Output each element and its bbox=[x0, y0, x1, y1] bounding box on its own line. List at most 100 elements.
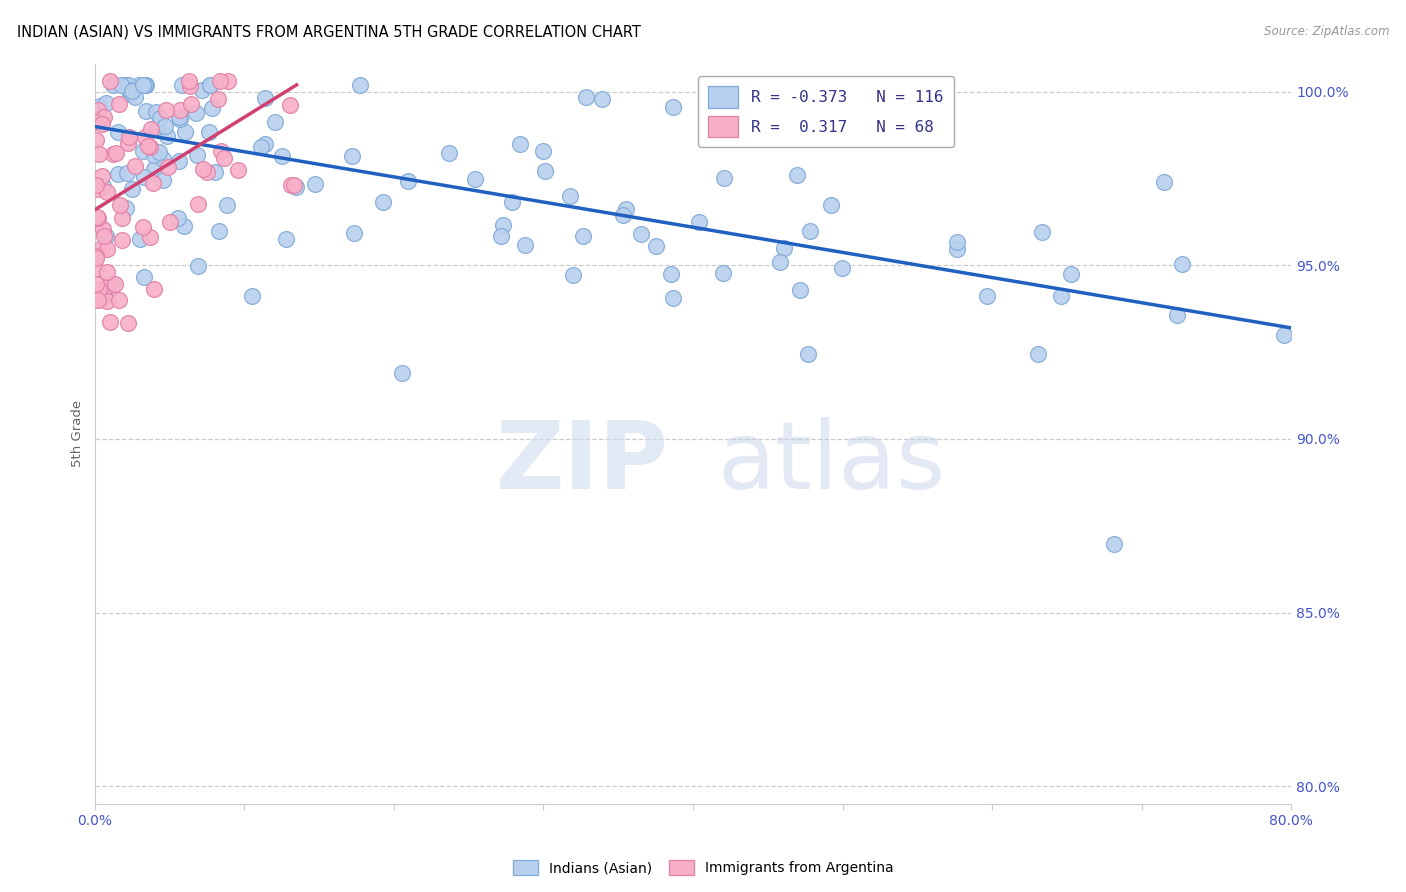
Point bbox=[124, 159, 146, 173]
Point bbox=[340, 149, 363, 163]
Point bbox=[121, 182, 143, 196]
Legend: Indians (Asian), Immigrants from Argentina: Indians (Asian), Immigrants from Argenti… bbox=[508, 855, 898, 880]
Point bbox=[373, 194, 395, 209]
Point bbox=[149, 111, 172, 125]
Point bbox=[396, 174, 419, 188]
Text: INDIAN (ASIAN) VS IMMIGRANTS FROM ARGENTINA 5TH GRADE CORRELATION CHART: INDIAN (ASIAN) VS IMMIGRANTS FROM ARGENT… bbox=[17, 25, 641, 40]
Point bbox=[645, 239, 668, 253]
Point bbox=[142, 177, 165, 191]
Y-axis label: 5th Grade: 5th Grade bbox=[72, 401, 84, 467]
Point bbox=[111, 233, 134, 247]
Point bbox=[799, 224, 821, 238]
Text: ZIP: ZIP bbox=[496, 417, 669, 509]
Point bbox=[135, 103, 157, 118]
Point bbox=[562, 268, 585, 282]
Point bbox=[108, 293, 131, 308]
Point bbox=[591, 92, 613, 106]
Point bbox=[152, 173, 174, 187]
Point bbox=[284, 180, 307, 194]
Point bbox=[491, 218, 513, 232]
Point bbox=[915, 90, 938, 104]
Point bbox=[572, 228, 595, 243]
Point bbox=[187, 260, 209, 274]
Point bbox=[142, 162, 165, 177]
Point bbox=[1166, 308, 1188, 322]
Point bbox=[84, 115, 107, 129]
Point bbox=[115, 165, 138, 179]
Point bbox=[177, 74, 200, 88]
Point bbox=[84, 262, 107, 277]
Point bbox=[118, 87, 141, 102]
Point bbox=[1059, 268, 1081, 282]
Point bbox=[94, 95, 117, 110]
Point bbox=[240, 289, 263, 303]
Point bbox=[132, 219, 155, 234]
Point bbox=[946, 243, 969, 257]
Point bbox=[209, 144, 232, 158]
Point bbox=[101, 277, 124, 292]
Point bbox=[283, 178, 305, 193]
Point bbox=[124, 90, 146, 104]
Point bbox=[98, 315, 121, 329]
Point bbox=[215, 198, 238, 212]
Point bbox=[90, 291, 112, 305]
Point bbox=[278, 98, 301, 112]
Point bbox=[96, 242, 118, 256]
Point bbox=[204, 165, 226, 179]
Point bbox=[145, 105, 167, 120]
Point bbox=[155, 103, 177, 117]
Point bbox=[253, 91, 276, 105]
Point bbox=[114, 78, 136, 92]
Point bbox=[96, 294, 118, 309]
Point bbox=[118, 130, 141, 145]
Point bbox=[87, 211, 110, 225]
Point bbox=[87, 147, 110, 161]
Point bbox=[107, 167, 129, 181]
Point bbox=[84, 277, 107, 291]
Point bbox=[134, 78, 156, 92]
Point bbox=[184, 106, 207, 120]
Point bbox=[533, 164, 555, 178]
Point bbox=[159, 215, 181, 229]
Point bbox=[104, 277, 127, 292]
Point bbox=[274, 231, 297, 245]
Point bbox=[179, 78, 201, 93]
Point bbox=[197, 125, 219, 139]
Point bbox=[107, 125, 129, 139]
Point bbox=[612, 208, 634, 222]
Point bbox=[134, 169, 156, 184]
Point bbox=[558, 188, 581, 202]
Point bbox=[139, 230, 162, 244]
Point bbox=[142, 147, 165, 161]
Point bbox=[169, 112, 191, 127]
Point bbox=[128, 78, 150, 92]
Point bbox=[209, 74, 232, 88]
Point bbox=[84, 251, 107, 265]
Point bbox=[84, 133, 107, 147]
Point bbox=[187, 197, 209, 211]
Point bbox=[1171, 257, 1194, 271]
Point bbox=[662, 100, 685, 114]
Point bbox=[132, 78, 155, 92]
Point bbox=[513, 238, 536, 252]
Point bbox=[118, 83, 141, 97]
Point bbox=[575, 90, 598, 104]
Point bbox=[90, 169, 112, 184]
Point bbox=[172, 78, 194, 92]
Point bbox=[134, 78, 156, 92]
Point bbox=[191, 161, 214, 176]
Point bbox=[769, 255, 792, 269]
Point bbox=[201, 101, 224, 115]
Point bbox=[155, 128, 177, 143]
Point bbox=[1153, 175, 1175, 189]
Point bbox=[531, 144, 554, 158]
Point bbox=[93, 289, 115, 303]
Point bbox=[198, 78, 221, 92]
Point bbox=[152, 152, 174, 166]
Point bbox=[146, 120, 169, 134]
Point bbox=[86, 103, 108, 118]
Point bbox=[108, 96, 131, 111]
Point bbox=[208, 224, 231, 238]
Point bbox=[103, 147, 125, 161]
Point bbox=[280, 178, 302, 192]
